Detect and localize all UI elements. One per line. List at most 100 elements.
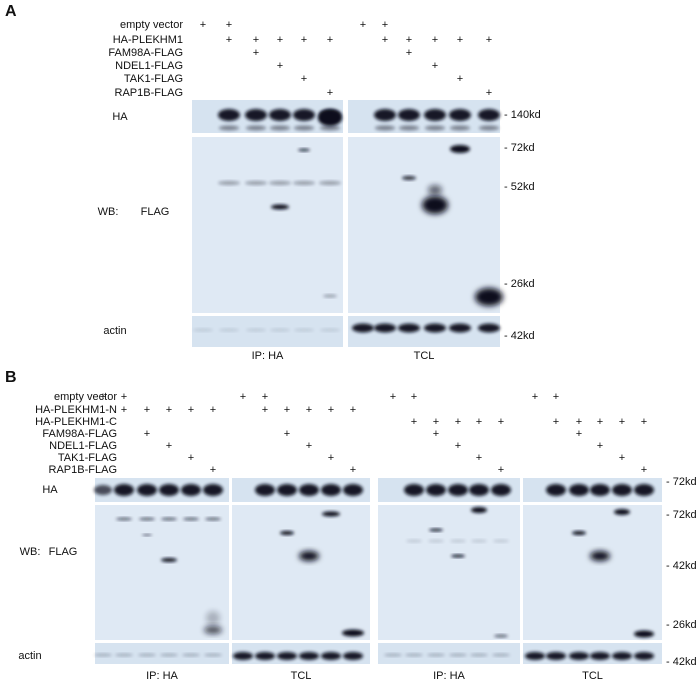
strip-label: FLAG [141,206,170,218]
strip-label: FLAG [49,546,78,558]
group-label: TCL [291,670,312,682]
blot-band [269,109,291,121]
blot-band [427,653,445,657]
panel-letter: B [5,369,17,386]
condition-mark: + [390,391,396,403]
condition-mark: + [455,440,461,452]
panel-letter: A [5,3,17,20]
blot-band [590,652,610,660]
blot-band [182,653,200,657]
blot-band [320,328,340,332]
blot-band [612,652,632,660]
condition-mark: + [262,404,268,416]
blot-band [590,484,610,496]
blot-band [471,507,487,513]
blot-band [277,652,297,660]
blot-band [299,484,319,496]
blot-strip [95,643,229,664]
condition-mark: + [284,404,290,416]
condition-label: TAK1-FLAG [58,452,117,464]
blot-band [116,517,132,521]
blot-band [492,653,510,657]
blot-band [404,484,424,496]
blot-band [245,181,267,185]
condition-mark: + [240,391,246,403]
group-label: TCL [414,350,435,362]
condition-mark: + [411,391,417,403]
condition-mark: + [553,391,559,403]
blot-band [115,653,133,657]
blot-band [294,125,314,131]
blot-band [219,125,239,131]
condition-mark: + [486,87,492,99]
blot-band [204,626,222,634]
blot-band [270,125,290,131]
strip-label: WB: [98,206,119,218]
size-marker: - 42kd [504,330,535,342]
condition-mark: + [210,464,216,476]
strip-label: HA [112,111,128,123]
blot-strip [232,505,370,640]
condition-mark: + [284,428,290,440]
condition-label: NDEL1-FLAG [115,60,183,72]
blot-band [402,176,416,180]
blot-band [546,652,566,660]
blot-band [271,204,289,210]
blot-strip [192,137,343,313]
blot-band [428,539,444,543]
strip-label: HA [42,484,58,496]
blot-strip [523,505,662,640]
blot-strip [348,316,500,347]
blot-band [398,323,420,333]
blot-band [159,484,179,496]
blot-band [398,109,420,121]
blot-band [203,484,223,496]
blot-band [318,110,342,126]
blot-band [246,125,266,131]
condition-mark: + [121,404,127,416]
blot-band [572,531,586,535]
blot-band [429,528,443,532]
condition-mark: + [166,440,172,452]
condition-label: RAP1B-FLAG [115,87,183,99]
blot-band [406,539,422,543]
blot-band [448,484,468,496]
blot-band [494,634,508,638]
blot-band [181,484,201,496]
blot-band [590,551,610,561]
condition-label: HA-PLEKHM1-N [35,404,117,416]
condition-mark: + [597,440,603,452]
size-marker: - 42kd [666,656,697,668]
condition-mark: + [641,464,647,476]
condition-mark: + [350,404,356,416]
blot-band [546,484,566,496]
blot-band [94,485,112,495]
condition-mark: + [457,34,463,46]
condition-mark: + [619,416,625,428]
blot-band [450,539,466,543]
blot-band [569,484,589,496]
condition-mark: + [301,34,307,46]
group-label: IP: HA [252,350,284,362]
blot-strip [378,643,520,664]
condition-label: FAM98A-FLAG [108,47,183,59]
condition-mark: + [306,440,312,452]
blot-band [161,517,177,521]
blot-band [343,484,363,496]
size-marker: - 140kd [504,109,541,121]
blot-band [294,328,314,332]
condition-label: TAK1-FLAG [124,73,183,85]
condition-mark: + [532,391,538,403]
blot-band [269,181,291,185]
condition-mark: + [100,391,106,403]
blot-strip [378,505,520,640]
condition-label: NDEL1-FLAG [49,440,117,452]
group-label: IP: HA [146,670,178,682]
blot-strip [192,100,343,133]
strip-label: actin [103,325,126,337]
blot-band [634,484,654,496]
blot-band [193,328,213,332]
blot-band [424,323,446,333]
blot-band [525,652,545,660]
